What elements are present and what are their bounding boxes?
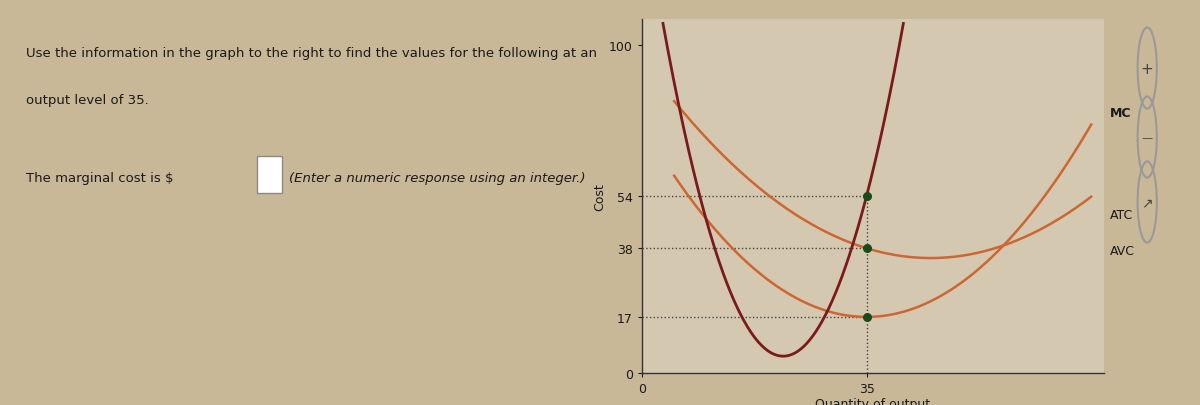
- Text: The marginal cost is $: The marginal cost is $: [25, 172, 173, 185]
- Text: +: +: [1141, 62, 1153, 76]
- Text: ↗: ↗: [1141, 196, 1153, 209]
- Text: —: —: [1141, 133, 1153, 143]
- Text: (Enter a numeric response using an integer.): (Enter a numeric response using an integ…: [289, 172, 586, 185]
- Y-axis label: Cost: Cost: [593, 183, 606, 210]
- Text: Use the information in the graph to the right to find the values for the followi: Use the information in the graph to the …: [25, 47, 596, 60]
- Bar: [257, 156, 282, 193]
- Text: ATC: ATC: [1110, 208, 1133, 221]
- Text: output level of 35.: output level of 35.: [25, 94, 149, 107]
- Text: MC: MC: [1110, 107, 1132, 120]
- Text: AVC: AVC: [1110, 245, 1135, 258]
- X-axis label: Quantity of output: Quantity of output: [816, 397, 930, 405]
